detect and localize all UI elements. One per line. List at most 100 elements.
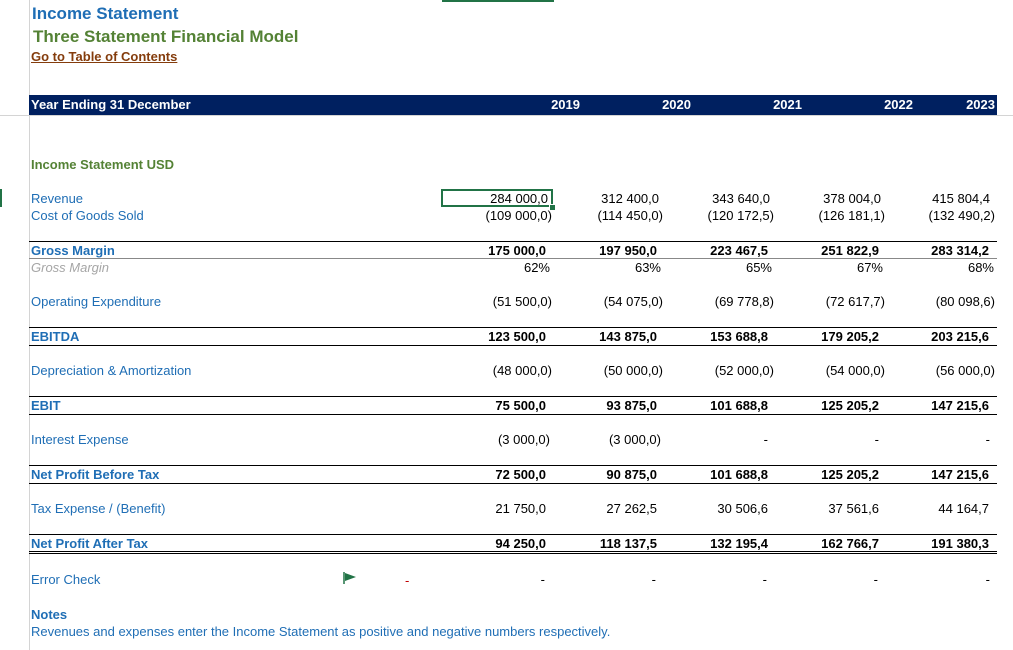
gross-margin-2021[interactable]: 223 467,5 [710, 243, 768, 258]
npbt-2020[interactable]: 90 875,0 [606, 467, 657, 482]
year-2019: 2019 [551, 97, 580, 112]
npat-2023[interactable]: 191 380,3 [931, 536, 989, 551]
gross-margin-2020[interactable]: 197 950,0 [599, 243, 657, 258]
ebit-2023[interactable]: 147 215,6 [931, 398, 989, 413]
da-2022[interactable]: (54 000,0) [825, 363, 885, 378]
error-check-2020[interactable]: - [651, 572, 656, 587]
gross-margin-2023[interactable]: 283 314,2 [931, 243, 989, 258]
da-2023[interactable]: (56 000,0) [935, 363, 995, 378]
npat-2019[interactable]: 94 250,0 [495, 536, 546, 551]
npbt-2021[interactable]: 101 688,8 [710, 467, 768, 482]
tax-2021[interactable]: 30 506,6 [717, 501, 768, 516]
npat-double-underline [29, 551, 997, 554]
row-gridline [0, 115, 1013, 116]
da-label: Depreciation & Amortization [31, 363, 192, 378]
revenue-2023[interactable]: 415 804,4 [932, 191, 990, 206]
interest-2021[interactable]: - [763, 432, 768, 447]
gross-margin-pct-2021[interactable]: 65% [745, 260, 772, 275]
npat-2022[interactable]: 162 766,7 [821, 536, 879, 551]
ebit-2019[interactable]: 75 500,0 [495, 398, 546, 413]
ebit-2022[interactable]: 125 205,2 [821, 398, 879, 413]
ebit-2020[interactable]: 93 875,0 [606, 398, 657, 413]
cogs-2021[interactable]: (120 172,5) [707, 208, 775, 223]
revenue-2020[interactable]: 312 400,0 [601, 191, 659, 206]
npbt-label: Net Profit Before Tax [31, 467, 160, 482]
opex-label: Operating Expenditure [31, 294, 162, 309]
ebitda-2022[interactable]: 179 205,2 [821, 329, 879, 344]
gross-margin-pct-2020[interactable]: 63% [634, 260, 661, 275]
gross-margin-pct-2019[interactable]: 62% [523, 260, 550, 275]
gross-margin-2022[interactable]: 251 822,9 [821, 243, 879, 258]
npbt-bottom-border [29, 483, 997, 484]
table-of-contents-link[interactable]: Go to Table of Contents [31, 49, 178, 64]
interest-label: Interest Expense [31, 432, 129, 447]
column-gridline [29, 0, 30, 650]
year-2020: 2020 [662, 97, 691, 112]
selected-cell[interactable] [441, 189, 553, 207]
da-2020[interactable]: (50 000,0) [603, 363, 663, 378]
opex-2020[interactable]: (54 075,0) [603, 294, 663, 309]
year-header-row: Year Ending 31 December 2019 2020 2021 2… [29, 95, 997, 115]
fill-handle[interactable] [549, 204, 556, 211]
interest-2022[interactable]: - [874, 432, 879, 447]
tax-2023[interactable]: 44 164,7 [938, 501, 989, 516]
opex-2022[interactable]: (72 617,7) [825, 294, 885, 309]
error-check-label: Error Check [31, 572, 101, 587]
error-check-2021[interactable]: - [762, 572, 767, 587]
npbt-2022[interactable]: 125 205,2 [821, 467, 879, 482]
gross-margin-top-border [29, 241, 997, 242]
da-2019[interactable]: (48 000,0) [492, 363, 552, 378]
ebitda-2020[interactable]: 143 875,0 [599, 329, 657, 344]
page-title: Income Statement [32, 4, 179, 23]
column-header-highlight [442, 0, 554, 2]
year-2022: 2022 [884, 97, 913, 112]
cogs-label: Cost of Goods Sold [31, 208, 144, 223]
npat-2020[interactable]: 118 137,5 [599, 536, 657, 551]
da-2021[interactable]: (52 000,0) [714, 363, 774, 378]
cogs-2020[interactable]: (114 450,0) [597, 208, 663, 223]
revenue-2022[interactable]: 378 004,0 [823, 191, 881, 206]
ebit-bottom-border [29, 414, 997, 415]
npat-top-border [29, 534, 997, 535]
row-header-highlight [0, 189, 2, 207]
revenue-2021[interactable]: 343 640,0 [712, 191, 770, 206]
notes-title: Notes [31, 607, 68, 622]
tax-2022[interactable]: 37 561,6 [828, 501, 879, 516]
green-flag-icon[interactable] [343, 572, 357, 587]
ebit-2021[interactable]: 101 688,8 [710, 398, 768, 413]
npbt-2019[interactable]: 72 500,0 [495, 467, 546, 482]
ebitda-2021[interactable]: 153 688,8 [710, 329, 768, 344]
cogs-2023[interactable]: (132 490,2) [928, 208, 996, 223]
error-check-2019[interactable]: - [540, 572, 545, 587]
npbt-top-border [29, 465, 997, 466]
ebitda-label: EBITDA [31, 329, 80, 344]
year-header-label: Year Ending 31 December [31, 97, 191, 112]
tax-2020[interactable]: 27 262,5 [606, 501, 657, 516]
ebitda-bottom-border [29, 345, 997, 346]
cogs-2019[interactable]: (109 000,0) [485, 208, 553, 223]
section-title: Income Statement USD [31, 157, 175, 172]
gross-margin-pct-label: Gross Margin [31, 260, 110, 275]
npat-2021[interactable]: 132 195,4 [710, 536, 768, 551]
opex-2023[interactable]: (80 098,6) [935, 294, 995, 309]
interest-2020[interactable]: (3 000,0) [608, 432, 661, 447]
npbt-2023[interactable]: 147 215,6 [931, 467, 989, 482]
ebitda-2019[interactable]: 123 500,0 [488, 329, 546, 344]
cogs-2022[interactable]: (126 181,1) [818, 208, 886, 223]
error-check-2022[interactable]: - [873, 572, 878, 587]
ebitda-2023[interactable]: 203 215,6 [931, 329, 989, 344]
tax-label: Tax Expense / (Benefit) [31, 501, 166, 516]
gross-margin-pct-2023[interactable]: 68% [967, 260, 994, 275]
gross-margin-bottom-border [29, 258, 997, 259]
interest-2023[interactable]: - [985, 432, 990, 447]
error-check-2023[interactable]: - [985, 572, 990, 587]
interest-2019[interactable]: (3 000,0) [497, 432, 550, 447]
year-2021: 2021 [773, 97, 802, 112]
tax-2019[interactable]: 21 750,0 [495, 501, 546, 516]
gross-margin-pct-2022[interactable]: 67% [856, 260, 883, 275]
error-check-total[interactable]: - [405, 573, 410, 588]
opex-2019[interactable]: (51 500,0) [492, 294, 552, 309]
opex-2021[interactable]: (69 778,8) [714, 294, 774, 309]
revenue-2019[interactable]: 284 000,0 [490, 191, 548, 206]
gross-margin-2019[interactable]: 175 000,0 [488, 243, 546, 258]
